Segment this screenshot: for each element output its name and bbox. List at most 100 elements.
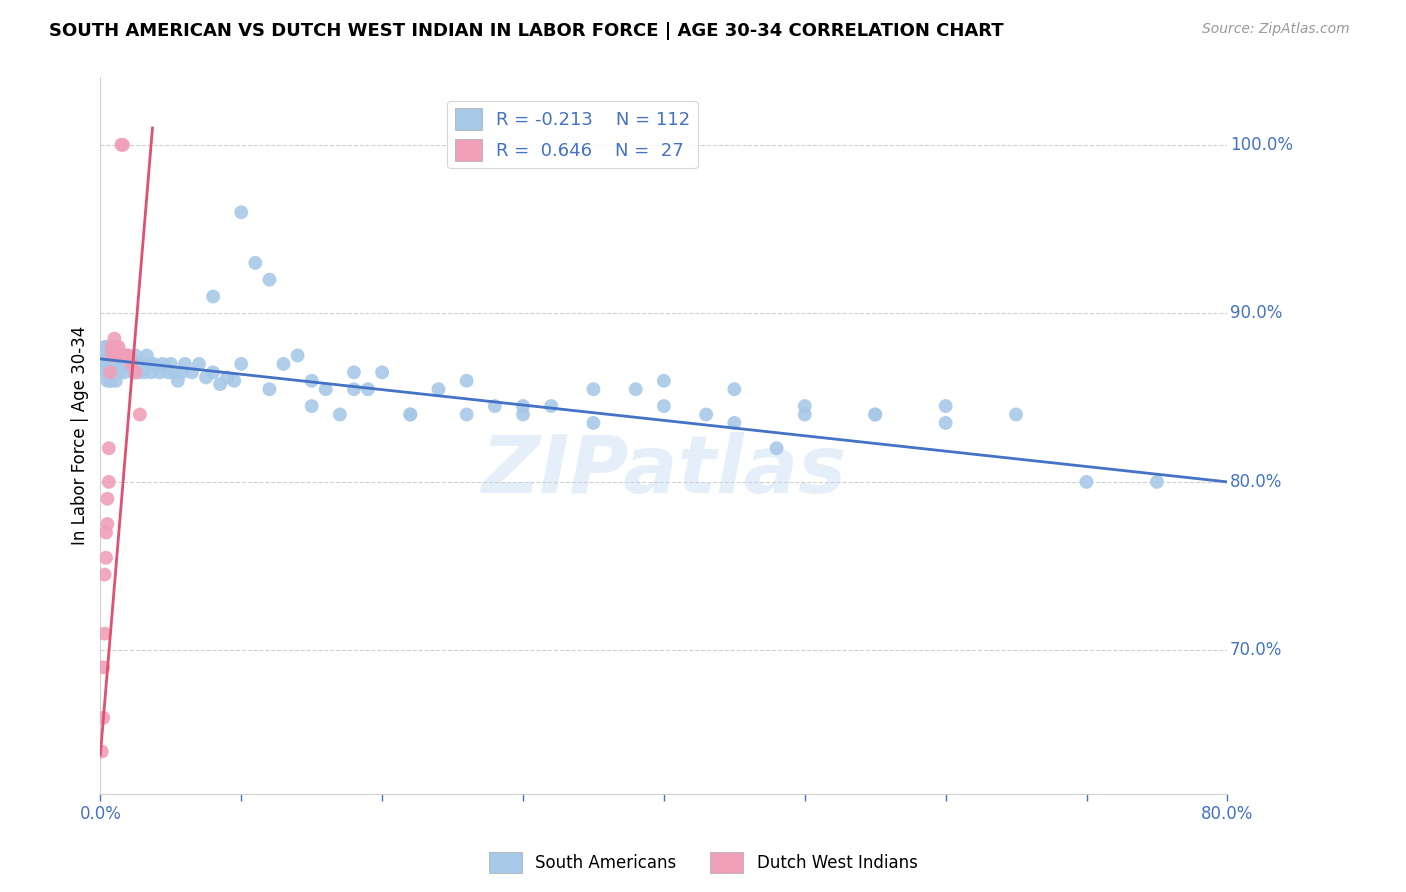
Point: [512, 399, 534, 413]
Point: [652, 374, 675, 388]
Point: [153, 360, 176, 375]
Point: [188, 357, 211, 371]
Point: [124, 349, 146, 363]
Point: [173, 357, 195, 371]
Point: [343, 365, 366, 379]
Point: [93, 357, 115, 371]
Point: [94, 349, 117, 363]
Point: [108, 349, 131, 363]
Point: [793, 399, 815, 413]
Point: [97, 441, 120, 455]
Point: [231, 357, 253, 371]
Point: [125, 357, 148, 371]
Point: [540, 399, 562, 413]
Point: [112, 365, 135, 379]
Point: [124, 365, 146, 379]
Point: [98, 357, 121, 371]
Point: [105, 349, 128, 363]
Point: [93, 626, 115, 640]
Point: [329, 408, 352, 422]
Point: [195, 370, 218, 384]
Point: [128, 408, 150, 422]
Point: [181, 365, 204, 379]
Point: [111, 357, 134, 371]
Point: [100, 357, 122, 371]
Text: 90.0%: 90.0%: [1230, 304, 1282, 322]
Point: [138, 357, 160, 371]
Legend: R = -0.213    N = 112, R =  0.646    N =  27: R = -0.213 N = 112, R = 0.646 N = 27: [447, 101, 697, 169]
Point: [101, 340, 124, 354]
Point: [456, 374, 478, 388]
Point: [91, 349, 114, 363]
Point: [110, 137, 132, 152]
Point: [107, 340, 129, 354]
Point: [94, 525, 117, 540]
Point: [96, 357, 118, 371]
Point: [98, 349, 121, 363]
Point: [120, 353, 142, 368]
Point: [793, 408, 815, 422]
Point: [100, 340, 122, 354]
Point: [139, 365, 162, 379]
Point: [202, 289, 225, 303]
Point: [1146, 475, 1168, 489]
Point: [259, 382, 281, 396]
Point: [96, 516, 118, 531]
Point: [94, 365, 117, 379]
Point: [114, 349, 136, 363]
Point: [103, 357, 125, 371]
Point: [103, 349, 125, 363]
Point: [128, 357, 150, 371]
Point: [97, 340, 120, 354]
Point: [652, 399, 675, 413]
Point: [399, 408, 422, 422]
Point: [145, 360, 167, 375]
Point: [101, 365, 124, 379]
Point: [100, 374, 122, 388]
Point: [863, 408, 886, 422]
Point: [863, 408, 886, 422]
Point: [217, 370, 239, 384]
Y-axis label: In Labor Force | Age 30-34: In Labor Force | Age 30-34: [72, 326, 89, 545]
Point: [98, 374, 121, 388]
Point: [624, 382, 647, 396]
Point: [695, 408, 717, 422]
Point: [484, 399, 506, 413]
Point: [96, 491, 118, 506]
Point: [723, 416, 745, 430]
Point: [209, 377, 232, 392]
Legend: South Americans, Dutch West Indians: South Americans, Dutch West Indians: [482, 846, 924, 880]
Point: [127, 365, 149, 379]
Point: [103, 365, 125, 379]
Point: [114, 357, 136, 371]
Point: [1076, 475, 1098, 489]
Text: 100.0%: 100.0%: [1230, 136, 1292, 153]
Point: [245, 256, 267, 270]
Point: [723, 382, 745, 396]
Point: [129, 357, 152, 371]
Point: [935, 416, 957, 430]
Point: [97, 357, 120, 371]
Point: [156, 365, 179, 379]
Point: [105, 349, 128, 363]
Point: [135, 349, 157, 363]
Point: [90, 745, 112, 759]
Point: [104, 340, 127, 354]
Point: [97, 365, 120, 379]
Point: [224, 374, 246, 388]
Text: ZIPatlas: ZIPatlas: [481, 433, 846, 510]
Point: [131, 360, 153, 375]
Point: [111, 137, 134, 152]
Point: [101, 357, 124, 371]
Point: [110, 349, 132, 363]
Point: [582, 416, 605, 430]
Point: [100, 349, 122, 363]
Point: [96, 349, 118, 363]
Point: [142, 357, 165, 371]
Point: [134, 357, 156, 371]
Point: [96, 365, 118, 379]
Text: SOUTH AMERICAN VS DUTCH WEST INDIAN IN LABOR FORCE | AGE 30-34 CORRELATION CHART: SOUTH AMERICAN VS DUTCH WEST INDIAN IN L…: [49, 22, 1004, 40]
Point: [343, 382, 366, 396]
Point: [202, 365, 225, 379]
Point: [287, 349, 309, 363]
